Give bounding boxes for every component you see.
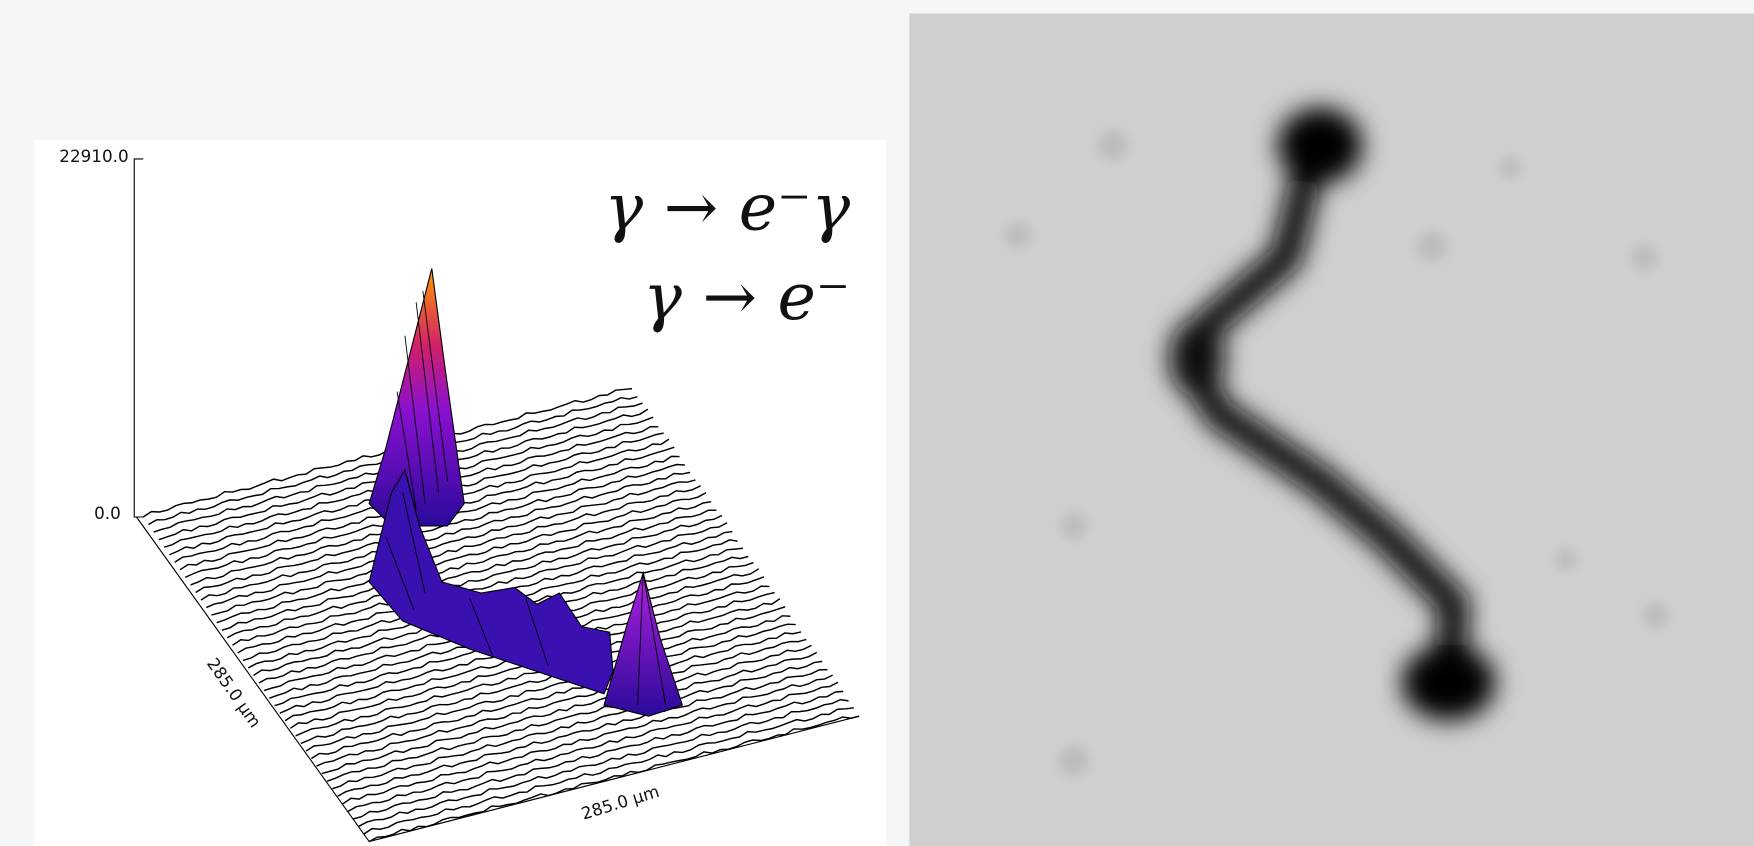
annotation: γ → e⁻ [643,260,850,335]
surface-panel: 22910.0 0.0 285.0 µm 285.0 µm γ → e⁻γ γ … [34,140,886,846]
z-min-label: 0.0 [94,503,121,523]
z-max-label: 22910.0 [59,146,128,166]
page: 22910.0 0.0 285.0 µm 285.0 µm γ → e⁻γ γ … [0,0,1754,846]
annotation: γ → e⁻γ [604,170,850,245]
screenshot: 22910.0 0.0 285.0 µm 285.0 µm γ → e⁻γ γ … [0,0,1754,846]
image-panel [909,13,1754,846]
